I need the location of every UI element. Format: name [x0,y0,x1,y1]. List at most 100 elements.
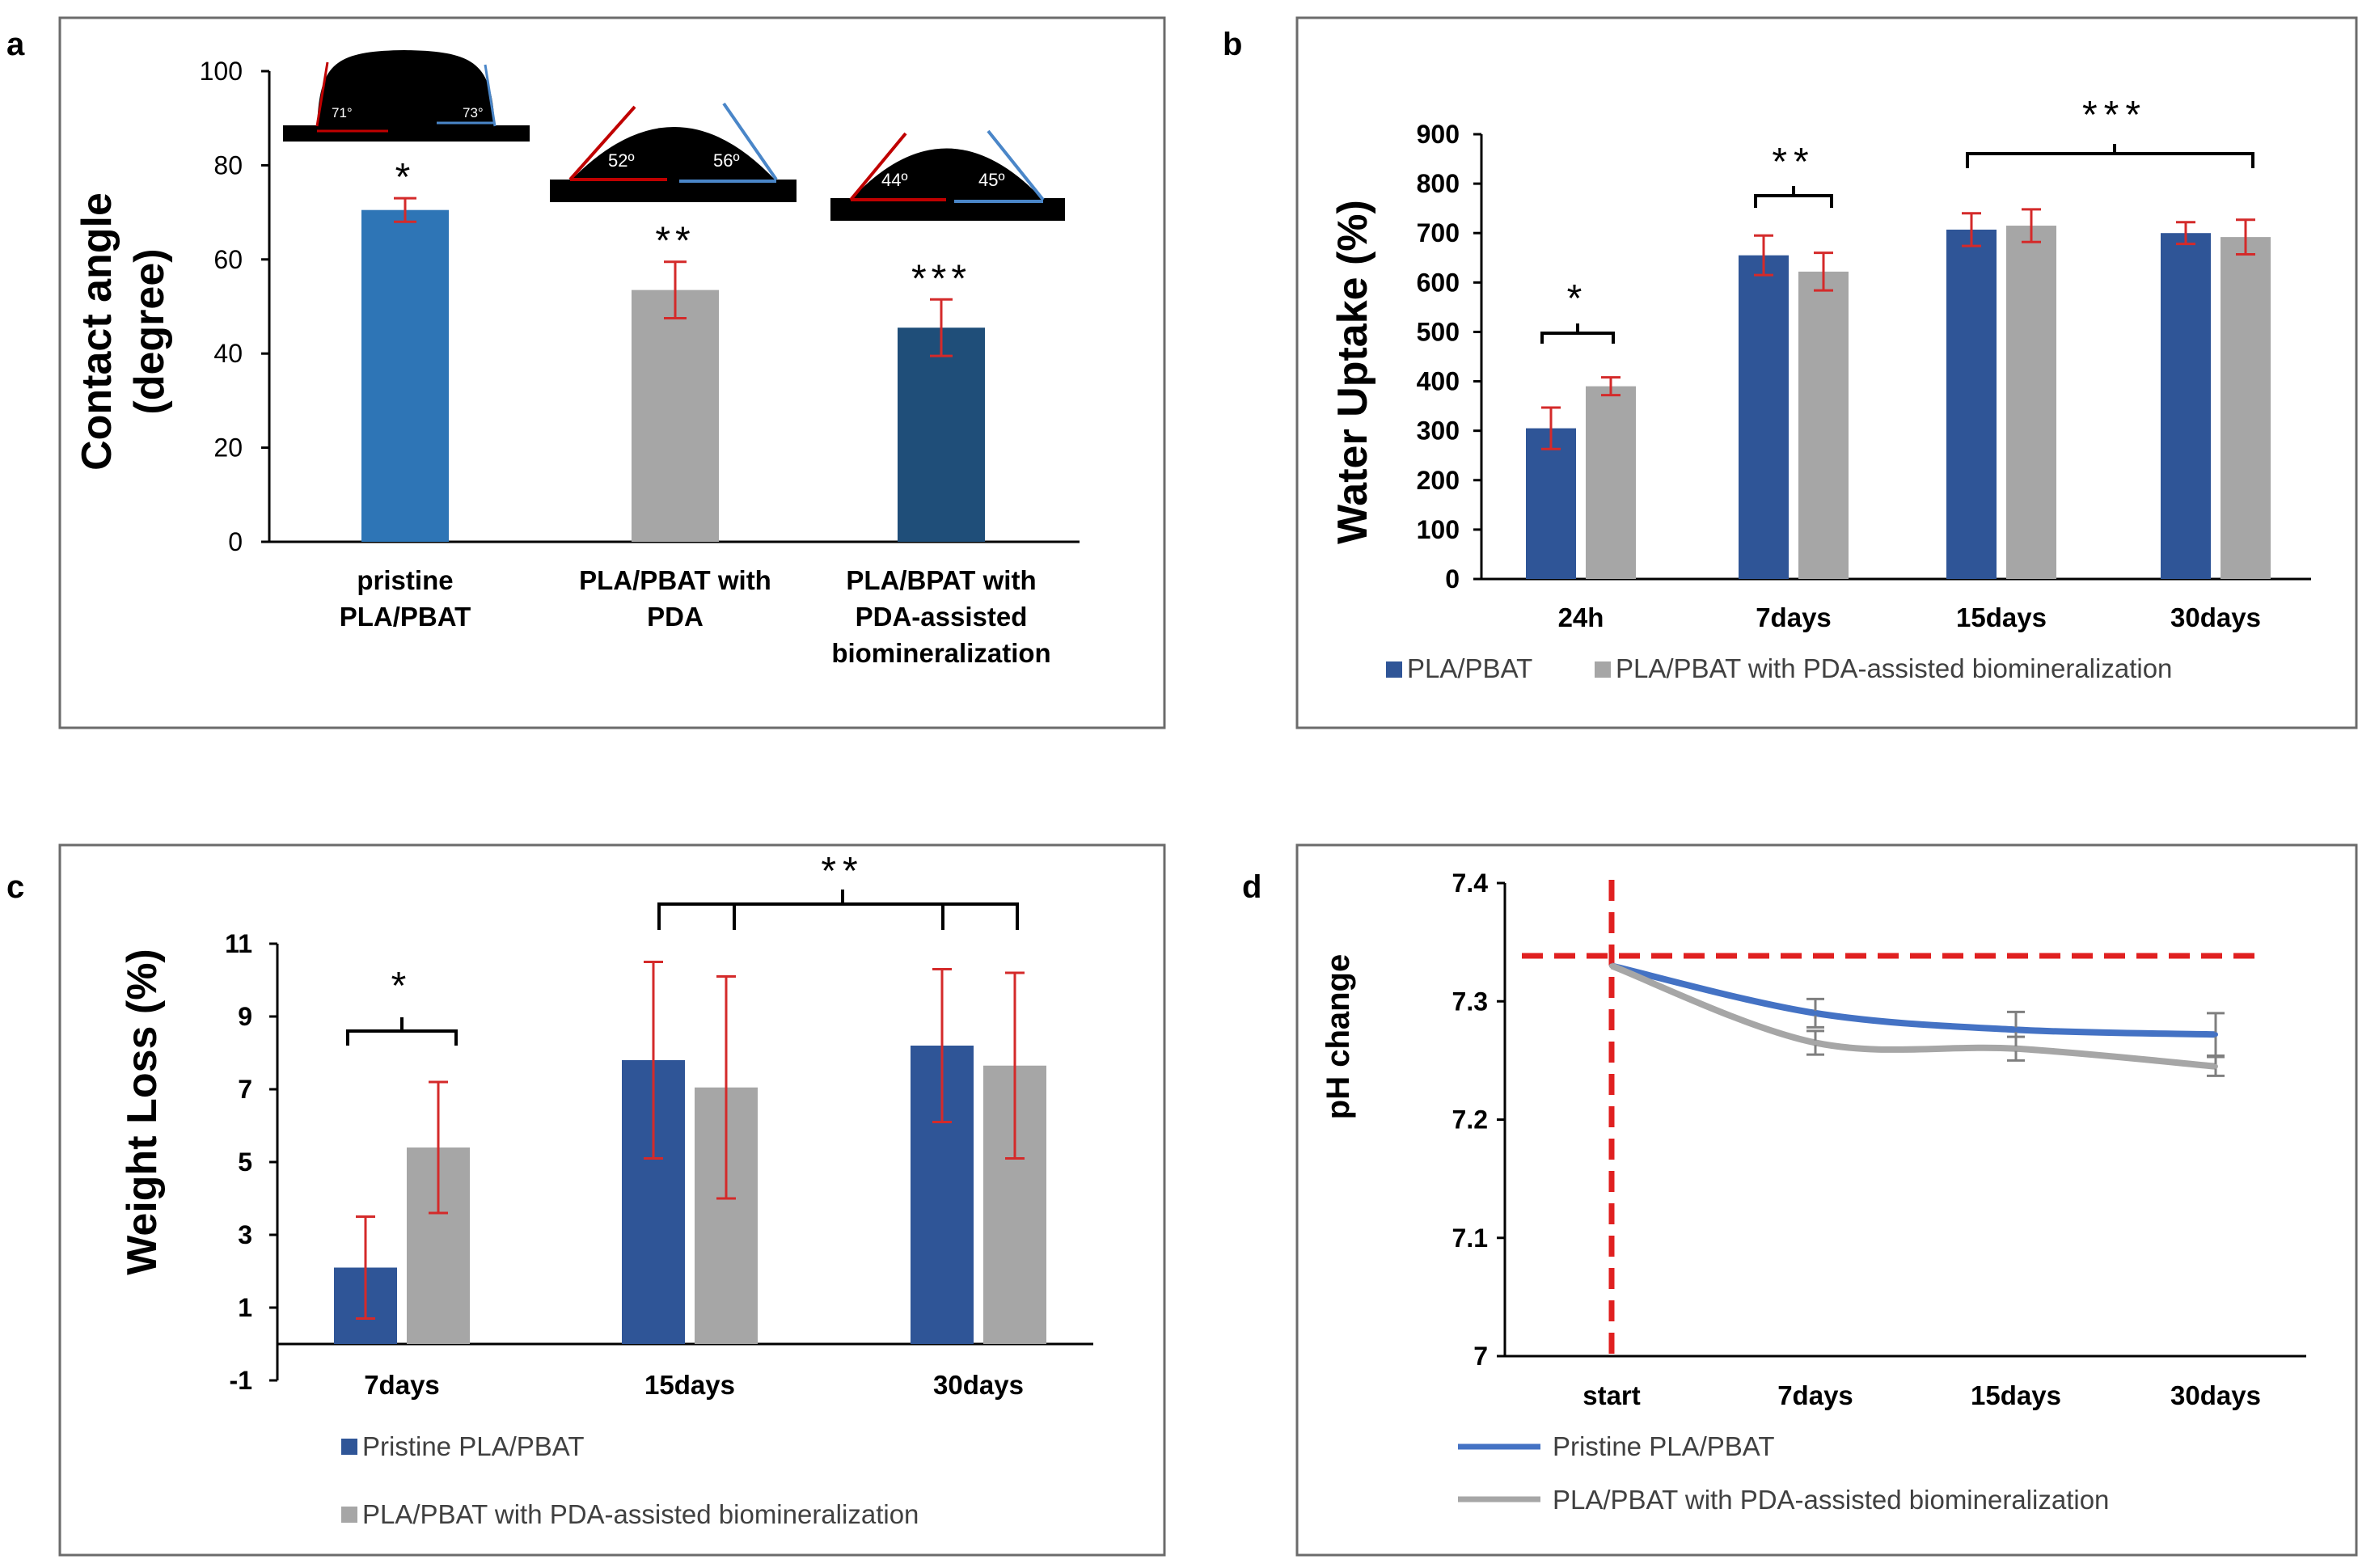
panel-b-legend-label-2: PLA/PBAT with PDA-assisted biomineraliza… [1616,653,2172,683]
panel-d-point-s0-2 [2013,1027,2018,1033]
panel-b-ytick-label-5: 500 [1417,317,1460,346]
panel-d-series-line-1 [1610,962,2216,1070]
panel-c-legend-swatch-1 [341,1439,357,1455]
panel-d-point-s1-3 [2213,1063,2218,1069]
panel-a-ytick-label-5: 100 [200,57,243,86]
panel-d-series-line-0 [1611,962,2216,1038]
panel-d-point-s0-3 [2213,1032,2218,1038]
panel-d-category-label-0: start [1582,1380,1641,1410]
panel-c-ytick-label-5: 9 [238,1002,252,1031]
panel-b-ytick-label-6: 600 [1417,268,1460,297]
panel-a-ytick-label-3: 60 [213,245,243,274]
panel-b-bar-s0-3 [2161,233,2211,579]
panel-c-category-label-1: 15days [644,1370,735,1400]
panel-b-significance-2: *** [2082,94,2147,137]
inset-2-left-angle: 52º [608,150,635,171]
panel-b-ytick-label-4: 400 [1417,367,1460,396]
panel-c-category-label-2: 30days [933,1370,1024,1400]
panel-b-plot: 0 100 200 300 400 500 600 700 800 900 24h 7days 15da… [1417,94,2271,632]
panel-b-category-label-3: 30days [2170,602,2261,632]
panel-d-point-s0-1 [1813,1010,1818,1016]
panel-label-a: a [6,27,25,62]
panel-a-category-label-2-2: biomineralization [831,638,1050,668]
panel-c-ylabel: Weight Loss (%) [119,949,166,1274]
panel-b-bar-s1-1 [1798,271,1849,579]
panel-c-frame [58,843,1166,1557]
panel-a-category-label-2-1: PDA-assisted [856,602,1028,632]
panel-b-category-label-0: 24h [1558,602,1604,632]
panel-d-frame [1295,843,2358,1557]
panel-c-legend-label-1: Pristine PLA/PBAT [362,1431,585,1461]
panel-d-category-label-1: 7days [1777,1380,1853,1410]
panel-a-bar-2 [898,328,985,542]
panel-d-legend-label-2: PLA/PBAT with PDA-assisted biomineraliza… [1553,1485,2109,1515]
panel-a-category-label-2-0: PLA/BPAT with [846,565,1036,595]
panel-c-significance-0: * [391,965,413,1008]
panel-c-ytick-label-0: -1 [230,1366,252,1395]
panel-a-ytick-label-0: 0 [228,527,243,556]
panel-b-legend-swatch-1 [1386,661,1402,678]
panel-b-ylabel: Water Uptake (%) [1329,200,1376,544]
panel-c-ytick-label-6: 11 [225,929,252,958]
droplet-inset-2: 52º 56º [550,102,797,202]
panel-c-legend-label-2: PLA/PBAT with PDA-assisted biomineraliza… [362,1499,919,1529]
panel-d-ytick-label-4: 7.4 [1452,869,1489,898]
panel-d-point-s1-0 [1609,963,1614,969]
panel-d-ytick-label-1: 7.1 [1452,1224,1488,1253]
panel-label-c: c [6,869,24,905]
panel-a-bar-1 [632,290,719,542]
panel-d-legend-label-1: Pristine PLA/PBAT [1553,1431,1775,1461]
inset-3-right-angle: 45º [978,170,1005,190]
panel-b-bar-s1-0 [1586,386,1636,579]
panel-label-b: b [1223,27,1242,62]
inset-1-left-angle: 71° [332,105,353,120]
panel-b-ytick-label-7: 700 [1417,218,1460,247]
panel-a-ylabel-line2: (degree) [126,248,173,414]
panel-b-frame [1295,16,2358,729]
panel-b-brackets [1540,144,2254,344]
panel-b-bar-s1-2 [2006,226,2056,579]
panel-d-legend: Pristine PLA/PBAT PLA/PBAT with PDA-assi… [1458,1431,2109,1515]
panel-a-category-label-0-1: PLA/PBAT [340,602,471,632]
panel-a-significance-1: ** [655,220,695,263]
panel-c-ytick-label-4: 7 [238,1075,252,1104]
panel-b-ytick-label-2: 200 [1417,466,1460,495]
droplet-inset-1: 71° 73° [283,50,530,142]
panel-b-bar-s0-1 [1739,255,1789,579]
inset-2-right-angle: 56º [713,150,740,171]
panel-d-category-label-3: 30days [2170,1380,2261,1410]
panel-c-legend-swatch-2 [341,1507,357,1523]
panel-c-category-label-0: 7days [364,1370,440,1400]
panel-a-significance-2: *** [911,257,971,300]
inset-1-right-angle: 73° [463,105,484,120]
panel-b-legend: PLA/PBAT PLA/PBAT with PDA-assisted biom… [1386,653,2172,683]
panel-b-ytick-label-8: 800 [1417,169,1460,198]
panel-c-brackets [346,890,1019,1046]
panel-a-category-label-1-0: PLA/PBAT with [579,565,771,595]
panel-c-legend: Pristine PLA/PBAT PLA/PBAT with PDA-assi… [341,1431,919,1529]
panel-d-ytick-label-0: 7 [1473,1342,1488,1371]
panel-a-frame [58,16,1166,729]
panel-b-category-label-2: 15days [1956,602,2047,632]
panel-d-ytick-label-2: 7.2 [1452,1105,1488,1135]
panel-a-significance-0: * [395,156,416,199]
panel-d-point-s1-2 [2013,1046,2018,1051]
panel-a-ytick-label-4: 80 [213,150,243,180]
panel-b-ytick-label-9: 900 [1417,120,1460,149]
panel-d-ytick-label-3: 7.3 [1452,987,1488,1016]
panel-c-ytick-label-1: 1 [238,1293,252,1322]
panel-b-significance-0: * [1567,277,1589,320]
inset-3-left-angle: 44º [881,170,908,190]
panel-b-legend-swatch-2 [1595,661,1611,678]
panel-c-ytick-label-2: 3 [238,1220,252,1249]
panel-label-d: d [1242,869,1261,905]
panel-b-ytick-label-1: 100 [1417,515,1460,544]
panel-b-bar-s1-3 [2221,237,2271,579]
panel-a-ylabel-line1: Contact angle [74,192,120,471]
panel-b-ytick-label-3: 300 [1417,416,1460,446]
panel-d-reference-lines [1522,880,2258,1356]
panel-a-ytick-label-2: 40 [213,339,243,368]
panel-a-bar-0 [361,209,449,542]
